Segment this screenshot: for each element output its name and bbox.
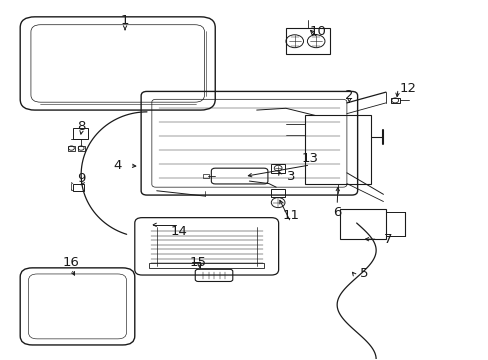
- Bar: [271, 189, 285, 197]
- Bar: [78, 146, 84, 150]
- Bar: [285, 28, 329, 54]
- Text: 14: 14: [170, 225, 187, 238]
- Bar: [339, 209, 385, 239]
- Bar: [68, 146, 75, 150]
- Text: 15: 15: [189, 256, 206, 269]
- Bar: [271, 164, 285, 173]
- Bar: [149, 263, 264, 267]
- Text: 16: 16: [63, 256, 80, 269]
- Text: 1: 1: [121, 14, 129, 27]
- Text: 11: 11: [282, 210, 299, 222]
- Text: 3: 3: [286, 170, 294, 183]
- Text: 13: 13: [301, 152, 318, 165]
- Text: 9: 9: [77, 172, 85, 185]
- Text: 10: 10: [308, 25, 325, 38]
- Bar: [73, 128, 88, 139]
- Text: 6: 6: [332, 206, 341, 219]
- Text: 8: 8: [77, 120, 85, 133]
- Text: 7: 7: [383, 233, 392, 246]
- Text: 4: 4: [113, 159, 122, 172]
- Bar: [73, 184, 83, 191]
- Text: 2: 2: [345, 89, 353, 102]
- Bar: [390, 98, 399, 103]
- Bar: [305, 116, 370, 184]
- Text: 12: 12: [399, 82, 415, 95]
- Text: 5: 5: [359, 267, 367, 280]
- Bar: [203, 174, 208, 178]
